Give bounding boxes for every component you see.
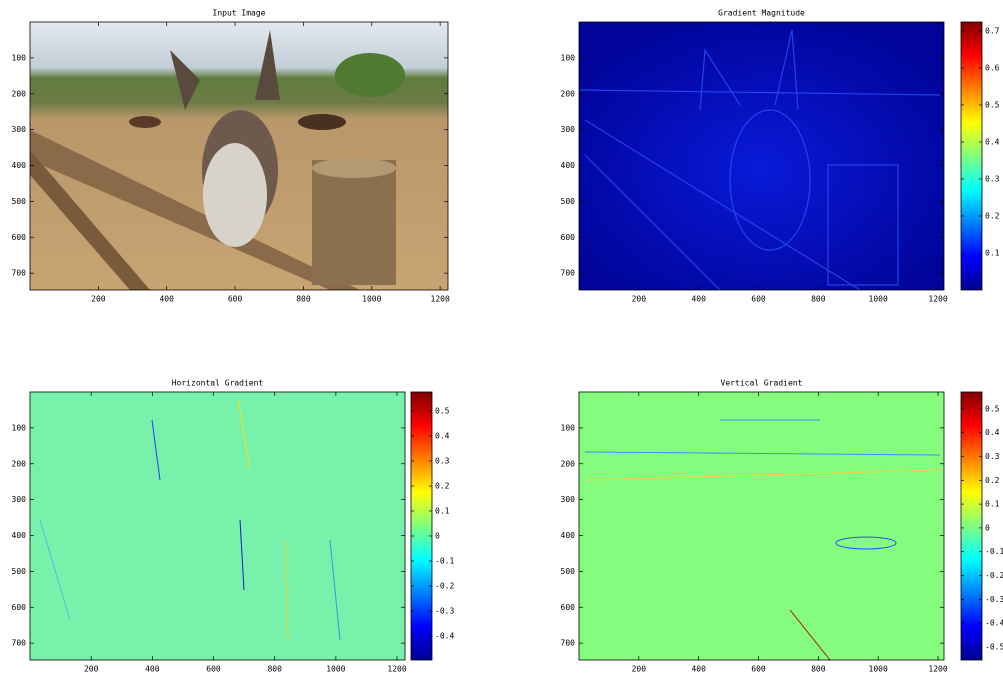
- x-tick-label: 400: [145, 665, 160, 673]
- x-tick-label: 1000: [326, 665, 345, 673]
- x-tick-label: 600: [206, 665, 221, 673]
- colorbar-tick-label: 0.1: [985, 500, 1000, 509]
- y-tick-label: 500: [561, 567, 576, 576]
- colorbar-tick-label: -0.2: [985, 571, 1003, 580]
- y-tick-label: 700: [561, 269, 576, 278]
- colorbar-tick-label: 0.1: [435, 507, 450, 516]
- colorbar-tick-label: 0.4: [985, 137, 1000, 146]
- panel-title: Horizontal Gradient: [172, 379, 264, 388]
- colorbar-tick-label: 0.4: [435, 432, 450, 441]
- x-tick-label: 1200: [928, 295, 947, 304]
- y-tick-label: 300: [12, 125, 27, 134]
- y-tick-label: 100: [561, 53, 576, 62]
- y-tick-label: 500: [561, 197, 576, 206]
- x-tick-label: 1000: [362, 295, 381, 304]
- x-tick-label: 1200: [387, 665, 406, 673]
- colorbar: [961, 392, 982, 660]
- vertical-image: [579, 392, 944, 660]
- colorbar-tick-label: 0.3: [985, 174, 1000, 183]
- x-tick-label: 800: [267, 665, 282, 673]
- y-tick-label: 200: [561, 459, 576, 468]
- colorbar-tick-label: 0.5: [985, 100, 1000, 109]
- colorbar-tick-label: 0.2: [985, 476, 1000, 485]
- y-tick-label: 600: [561, 233, 576, 242]
- x-tick-label: 800: [811, 665, 826, 673]
- x-tick-label: 1200: [928, 665, 947, 673]
- y-tick-label: 600: [12, 233, 27, 242]
- x-tick-label: 400: [691, 665, 706, 673]
- y-tick-label: 700: [12, 639, 27, 648]
- colorbar-tick-label: 0.3: [985, 452, 1000, 461]
- magnitude-image: [579, 22, 944, 290]
- x-tick-label: 600: [751, 665, 766, 673]
- colorbar-tick-label: 0.3: [435, 457, 450, 466]
- x-tick-label: 400: [159, 295, 174, 304]
- colorbar-tick-label: -0.1: [985, 547, 1003, 556]
- colorbar: [411, 392, 432, 660]
- colorbar-tick-label: -0.5: [985, 642, 1003, 651]
- x-tick-label: 1000: [869, 665, 888, 673]
- colorbar-tick-label: 0.5: [435, 407, 450, 416]
- figure: Input Image20040060080010001200100200300…: [0, 0, 1003, 673]
- y-tick-label: 300: [12, 495, 27, 504]
- colorbar-tick-label: 0.6: [985, 63, 1000, 72]
- colorbar-tick-label: 0: [985, 523, 990, 532]
- page: {"chart_data": [ {"type": "image", "titl…: [0, 0, 1003, 673]
- colorbar-tick-label: 0.2: [435, 482, 450, 491]
- panel-title: Gradient Magnitude: [718, 9, 805, 18]
- y-tick-label: 400: [12, 161, 27, 170]
- panel-title: Input Image: [213, 9, 266, 18]
- colorbar-tick-label: -0.1: [435, 557, 454, 566]
- y-tick-label: 700: [561, 639, 576, 648]
- x-tick-label: 1200: [431, 295, 450, 304]
- y-tick-label: 200: [561, 89, 576, 98]
- y-tick-label: 500: [12, 567, 27, 576]
- x-tick-label: 200: [632, 295, 647, 304]
- colorbar-tick-label: -0.2: [435, 582, 454, 591]
- y-tick-label: 100: [12, 53, 27, 62]
- y-tick-label: 600: [561, 603, 576, 612]
- colorbar-tick-label: -0.4: [435, 632, 454, 641]
- y-tick-label: 200: [12, 459, 27, 468]
- x-tick-label: 600: [228, 295, 243, 304]
- y-tick-label: 700: [12, 269, 27, 278]
- horizontal-image: [30, 392, 405, 660]
- colorbar: [961, 22, 982, 290]
- y-tick-label: 600: [12, 603, 27, 612]
- y-tick-label: 400: [561, 531, 576, 540]
- x-tick-label: 200: [91, 295, 106, 304]
- x-tick-label: 1000: [869, 295, 888, 304]
- y-tick-label: 300: [561, 495, 576, 504]
- colorbar-tick-label: -0.3: [435, 607, 454, 616]
- colorbar-tick-label: -0.3: [985, 595, 1003, 604]
- colorbar-tick-label: 0.4: [985, 428, 1000, 437]
- y-tick-label: 300: [561, 125, 576, 134]
- colorbar-tick-label: 0.1: [985, 248, 1000, 257]
- y-tick-label: 400: [12, 531, 27, 540]
- x-tick-label: 200: [632, 665, 647, 673]
- x-tick-label: 800: [811, 295, 826, 304]
- panel-title: Vertical Gradient: [721, 379, 803, 388]
- x-tick-label: 400: [691, 295, 706, 304]
- y-tick-label: 400: [561, 161, 576, 170]
- colorbar-tick-label: 0: [435, 532, 440, 541]
- x-tick-label: 200: [84, 665, 99, 673]
- y-tick-label: 200: [12, 89, 27, 98]
- colorbar-tick-label: -0.4: [985, 619, 1003, 628]
- x-tick-label: 600: [751, 295, 766, 304]
- y-tick-label: 500: [12, 197, 27, 206]
- y-tick-label: 100: [561, 423, 576, 432]
- colorbar-tick-label: 0.7: [985, 26, 1000, 35]
- x-tick-label: 800: [296, 295, 311, 304]
- colorbar-tick-label: 0.2: [985, 211, 1000, 220]
- y-tick-label: 100: [12, 423, 27, 432]
- image-layer: [30, 22, 944, 660]
- colorbar-tick-label: 0.5: [985, 404, 1000, 413]
